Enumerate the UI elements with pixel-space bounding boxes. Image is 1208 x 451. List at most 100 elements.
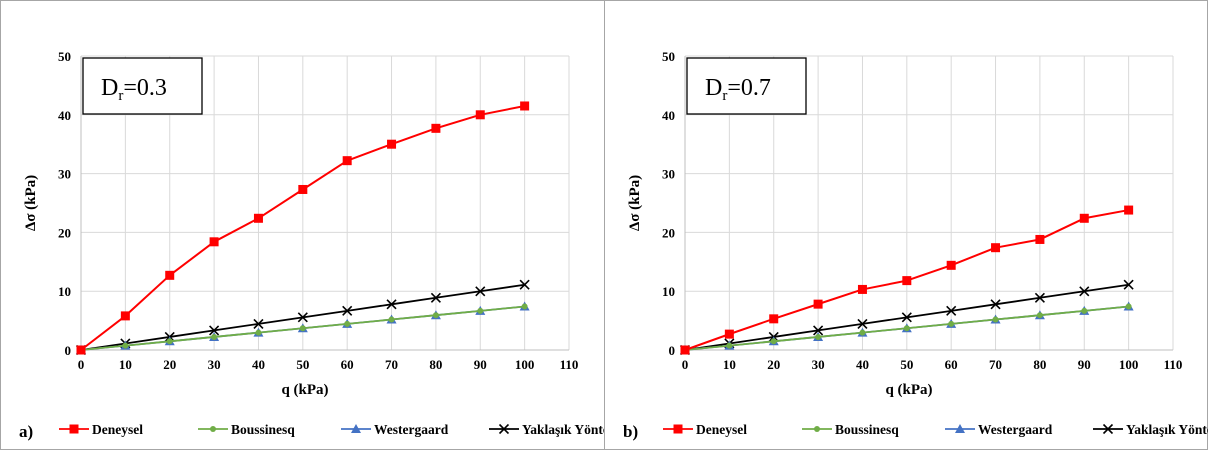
legend-item: Yaklaşık Yöntem (2:1)	[1093, 422, 1208, 437]
legend-marker	[673, 424, 683, 434]
data-point	[859, 329, 866, 336]
series-boussinesq	[682, 303, 1132, 353]
legend-label: Yaklaşık Yöntem (2:1)	[1126, 422, 1208, 437]
data-point	[724, 329, 734, 339]
data-point	[475, 286, 486, 297]
legend-item: Deneysel	[59, 422, 143, 437]
data-point	[948, 320, 955, 327]
y-tick-label: 30	[662, 167, 675, 182]
data-point	[255, 329, 262, 336]
data-point	[298, 184, 308, 194]
data-point	[813, 325, 824, 336]
x-tick-label: 30	[812, 357, 825, 372]
data-point	[902, 276, 912, 286]
x-tick-label: 10	[119, 357, 132, 372]
data-point	[431, 123, 441, 133]
x-tick-label: 70	[989, 357, 1002, 372]
x-tick-label: 110	[1164, 357, 1183, 372]
y-axis-title: Δσ (kPa)	[23, 175, 39, 231]
data-point	[475, 110, 485, 120]
y-tick-label: 50	[662, 49, 675, 64]
legend-label: Deneysel	[696, 422, 747, 437]
legend-label: Westergaard	[978, 422, 1053, 437]
data-point	[520, 101, 530, 111]
legend: Deneysel Boussinesq Westergaard Yaklaşık Yö…	[663, 422, 1208, 437]
x-tick-label: 40	[252, 357, 265, 372]
chart-panel-a: 0 10 20 30 40 50 60 70 80 90 100 110 0 10 20 30 40 50 q (k…	[0, 0, 605, 450]
data-point	[990, 299, 1001, 310]
x-tick-label: 80	[429, 357, 442, 372]
data-point	[76, 345, 86, 355]
legend-item: Boussinesq	[802, 422, 899, 437]
y-tick-label: 20	[58, 225, 71, 240]
data-point	[903, 325, 910, 332]
x-axis-title: q (kPa)	[885, 382, 932, 398]
data-point	[726, 342, 733, 349]
data-point	[946, 305, 957, 316]
data-point	[344, 320, 351, 327]
annotation-text: Dr=0.3	[101, 75, 167, 104]
panel-label: a)	[19, 422, 33, 441]
density-annotation: Dr=0.7	[686, 57, 807, 115]
x-tick-label: 100	[515, 357, 535, 372]
data-point	[209, 237, 219, 247]
data-point	[770, 338, 777, 345]
legend-label: Deneysel	[92, 422, 143, 437]
x-tick-label: 20	[767, 357, 780, 372]
density-annotation: Dr=0.3	[82, 57, 203, 115]
data-point	[209, 325, 220, 336]
data-point	[388, 316, 395, 323]
data-point	[430, 292, 441, 303]
x-tick-label: 80	[1033, 357, 1046, 372]
x-tick-label: 40	[856, 357, 869, 372]
y-tick-label: 30	[58, 167, 71, 182]
data-point	[122, 342, 129, 349]
legend-item: Westergaard	[945, 422, 1053, 437]
data-point	[166, 338, 173, 345]
y-tick-label: 40	[662, 108, 675, 123]
y-tick-label: 10	[662, 284, 675, 299]
legend-marker	[498, 423, 510, 435]
y-tick-label: 50	[58, 49, 71, 64]
y-tick-label: 20	[662, 225, 675, 240]
x-tick-label: 100	[1119, 357, 1139, 372]
data-point	[813, 299, 823, 309]
legend-marker	[1102, 423, 1114, 435]
data-point	[165, 270, 175, 280]
data-point	[857, 284, 867, 294]
x-axis-title: q (kPa)	[281, 382, 328, 398]
data-point	[297, 312, 308, 323]
legend-label: Boussinesq	[231, 422, 295, 437]
data-point	[342, 305, 353, 316]
x-tick-label: 10	[723, 357, 736, 372]
data-point	[387, 139, 397, 149]
data-point	[1079, 213, 1089, 223]
annotation-box	[82, 57, 203, 115]
legend-label: Yaklaşık Yöntem (2:1)	[522, 422, 605, 437]
x-tick-label: 110	[560, 357, 579, 372]
data-point	[1125, 303, 1132, 310]
data-point	[901, 312, 912, 323]
y-tick-label: 10	[58, 284, 71, 299]
data-point	[1035, 234, 1045, 244]
legend-marker	[351, 424, 361, 433]
data-point	[1081, 307, 1088, 314]
x-tick-label: 50	[900, 357, 913, 372]
data-point	[253, 213, 263, 223]
data-point	[769, 314, 779, 324]
data-point	[992, 316, 999, 323]
series-deneysel	[680, 205, 1134, 355]
data-point	[1124, 205, 1134, 215]
y-tick-label: 0	[65, 343, 72, 358]
data-point	[253, 318, 264, 329]
x-tick-label: 50	[296, 357, 309, 372]
data-point	[1079, 286, 1090, 297]
legend-item: Deneysel	[663, 422, 747, 437]
legend-marker	[210, 426, 216, 432]
data-point	[477, 307, 484, 314]
data-point	[857, 318, 868, 329]
legend-item: Yaklaşık Yöntem (2:1)	[489, 422, 605, 437]
annotation-text: Dr=0.7	[705, 75, 771, 104]
data-point	[815, 333, 822, 340]
